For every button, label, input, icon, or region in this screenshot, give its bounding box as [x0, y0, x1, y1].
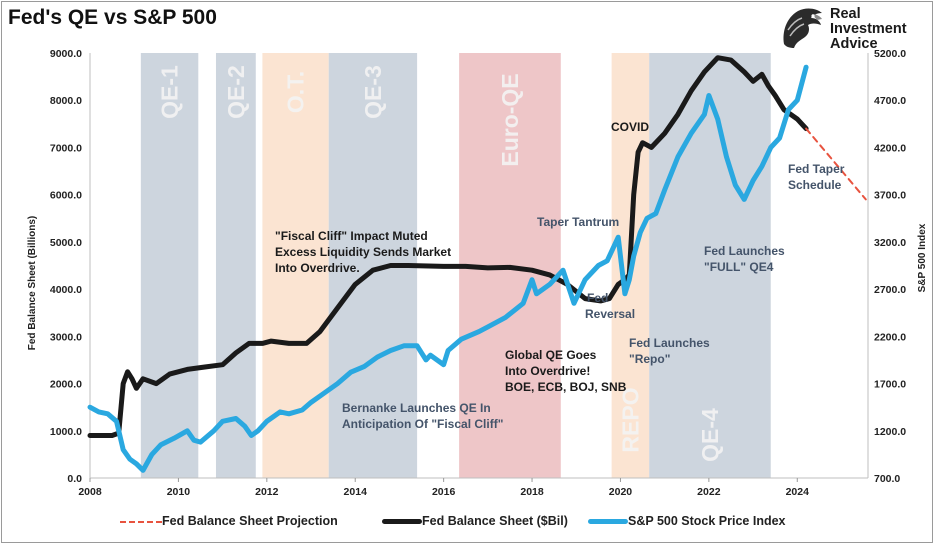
band-label-6: QE-4	[697, 408, 723, 462]
x-tick-label: 2010	[167, 486, 191, 498]
y-left-tick-label: 1000.0	[50, 426, 82, 438]
y-left-tick-label: 0.0	[67, 473, 82, 485]
y-left-tick-label: 8000.0	[50, 95, 82, 107]
annotation-full-qe4: Fed Launches "FULL" QE4	[704, 244, 788, 274]
x-tick-label: 2014	[344, 486, 368, 498]
x-tick-label: 2024	[786, 486, 810, 498]
y-right-tick-label: 3200.0	[874, 237, 906, 249]
annotation-fiscal-cliff-line-3: Into Overdrive.	[275, 261, 360, 275]
annotation-fiscal-cliff-line-1: "Fiscal Cliff" Impact Muted	[275, 229, 428, 243]
annotation-fed-repo-line-2: "Repo"	[629, 352, 670, 366]
legend-item-sp500: S&P 500 Stock Price Index	[588, 513, 828, 531]
legend-label-sp500: S&P 500 Stock Price Index	[628, 514, 786, 528]
y-left-axis-title: Fed Balance Sheet (Billions)	[27, 216, 38, 350]
y-right-tick-label: 1200.0	[874, 426, 906, 438]
axis-ticks: 2008 2010 2012 2014 2016 2018 2020 2022 2024 0.0 1…	[50, 48, 906, 498]
eagle-head-icon	[783, 8, 822, 48]
annotation-bernanke: Bernanke Launches QE In Anticipation Of …	[342, 401, 503, 431]
annotation-fed-reversal-line-1: Fed	[587, 291, 608, 305]
y-right-tick-label: 2200.0	[874, 331, 906, 343]
series-line-2	[805, 127, 867, 201]
legend-swatch-fed-balance	[382, 519, 422, 524]
logo-line-2: Investment	[830, 21, 907, 37]
legend-item-fed-balance: Fed Balance Sheet ($Bil)	[382, 513, 592, 531]
band-label-1: QE-2	[223, 65, 249, 119]
series-line-0	[87, 55, 809, 438]
band-o-t-	[262, 53, 329, 478]
y-right-axis-title: S&P 500 Index	[917, 223, 928, 292]
band-qe-2	[215, 53, 256, 478]
y-left-tick-label: 9000.0	[50, 48, 82, 60]
y-left-tick-label: 4000.0	[50, 284, 82, 296]
annotation-global-qe-line-3: BOE, ECB, BOJ, SNB	[505, 380, 627, 394]
annotation-taper-tantrum: Taper Tantrum	[537, 215, 619, 229]
annotation-bernanke-line-2: Anticipation Of "Fiscal Cliff"	[342, 417, 503, 431]
band-label-3: QE-3	[360, 65, 386, 119]
legend-swatch-projection	[120, 521, 162, 523]
y-right-tick-label: 5200.0	[874, 48, 906, 60]
annotation-fed-reversal: Fed Reversal	[585, 291, 635, 321]
y-left-tick-label: 5000.0	[50, 237, 82, 249]
x-tick-label: 2018	[520, 486, 544, 498]
annotation-bernanke-line-1: Bernanke Launches QE In	[342, 401, 491, 415]
annotation-fed-repo-line-1: Fed Launches	[629, 336, 710, 350]
annotation-fed-taper-line-2: Schedule	[788, 178, 842, 192]
annotation-full-qe4-line-1: Fed Launches	[704, 244, 785, 258]
y-left-tick-label: 3000.0	[50, 331, 82, 343]
annotation-fed-taper-line-1: Fed Taper	[788, 162, 845, 176]
x-tick-label: 2022	[697, 486, 721, 498]
y-right-tick-label: 3700.0	[874, 190, 906, 202]
annotation-full-qe4-line-2: "FULL" QE4	[704, 260, 774, 274]
annotation-covid: COVID	[611, 120, 649, 134]
legend-label-fed-balance: Fed Balance Sheet ($Bil)	[422, 514, 568, 528]
y-left-tick-label: 2000.0	[50, 379, 82, 391]
logo: Real Investment Advice	[776, 4, 926, 52]
x-tick-label: 2008	[78, 486, 102, 498]
annotation-fiscal-cliff: "Fiscal Cliff" Impact Muted Excess Liqui…	[275, 229, 454, 275]
annotation-fiscal-cliff-line-2: Excess Liquidity Sends Market	[275, 245, 451, 259]
series-lines	[87, 55, 867, 473]
x-tick-label: 2016	[432, 486, 456, 498]
legend: Fed Balance Sheet Projection Fed Balance…	[0, 510, 936, 534]
logo-line-3: Advice	[830, 36, 878, 52]
y-left-tick-label: 7000.0	[50, 142, 82, 154]
annotation-fed-repo: Fed Launches "Repo"	[629, 336, 713, 366]
chart-title: Fed's QE vs S&P 500	[8, 6, 217, 29]
annotation-global-qe-line-2: Into Overdrive!	[505, 364, 590, 378]
y-right-tick-label: 700.0	[874, 473, 900, 485]
legend-item-projection: Fed Balance Sheet Projection	[120, 513, 370, 531]
y-left-tick-label: 6000.0	[50, 190, 82, 202]
band-label-5: REPO	[617, 387, 643, 452]
band-label-0: QE-1	[157, 65, 183, 119]
annotation-fed-reversal-line-2: Reversal	[585, 307, 635, 321]
annotation-global-qe-line-1: Global QE Goes	[505, 348, 597, 362]
annotation-fed-taper: Fed Taper Schedule	[788, 162, 848, 192]
legend-swatch-sp500	[588, 519, 628, 524]
y-right-tick-label: 4200.0	[874, 142, 906, 154]
y-right-tick-label: 4700.0	[874, 95, 906, 107]
x-tick-label: 2020	[609, 486, 633, 498]
y-right-tick-label: 1700.0	[874, 379, 906, 391]
x-tick-label: 2012	[255, 486, 279, 498]
annotation-global-qe: Global QE Goes Into Overdrive! BOE, ECB,…	[505, 348, 627, 394]
annotation-taper-tantrum-line-1: Taper Tantrum	[537, 215, 619, 229]
annotation-covid-line-1: COVID	[611, 120, 649, 134]
series-line-1	[87, 64, 809, 473]
legend-label-projection: Fed Balance Sheet Projection	[162, 514, 338, 528]
band-label-4: Euro-QE	[497, 73, 523, 166]
logo-line-1: Real	[830, 6, 861, 22]
y-right-tick-label: 2700.0	[874, 284, 906, 296]
band-qe-1	[140, 53, 199, 478]
band-label-2: O.T.	[283, 71, 309, 113]
qe-band-labels: QE-1 QE-2 O.T. QE-3 Euro-QE REPO QE-4	[157, 65, 723, 462]
